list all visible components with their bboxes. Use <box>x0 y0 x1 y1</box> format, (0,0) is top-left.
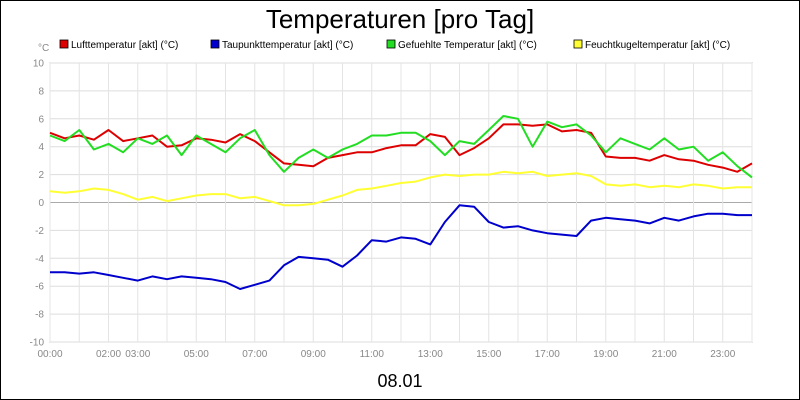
legend-label: Feuchtkugeltemperatur [akt] (°C) <box>585 40 730 51</box>
grid <box>49 62 753 343</box>
y-tick-label: -4 <box>35 254 44 265</box>
y-tick-label: 10 <box>33 59 45 70</box>
x-tick-label: 17:00 <box>535 349 560 360</box>
legend-label: Gefuehlte Temperatur [akt] (°C) <box>398 40 537 51</box>
series-group <box>49 115 753 290</box>
legend-swatch <box>573 39 583 49</box>
series-line-2 <box>50 204 752 290</box>
series-line-1 <box>49 123 753 173</box>
y-tick-label: 2 <box>38 170 44 181</box>
x-axis: 00:00 02:00 03:00 05:00 07:00 09:00 11:00 13:00… <box>37 349 735 360</box>
y-tick-label: 4 <box>38 142 44 153</box>
x-tick-label: 19:00 <box>593 349 618 360</box>
series-line-3 <box>49 115 753 179</box>
series-line-4 <box>49 170 752 207</box>
x-tick-label: 05:00 <box>184 349 209 360</box>
y-tick-label: 8 <box>38 86 44 97</box>
y-tick-label: -10 <box>30 338 45 349</box>
chart-title: Temperaturen [pro Tag] <box>266 4 534 34</box>
y-tick-label: 6 <box>38 114 44 125</box>
legend-swatch <box>210 39 220 49</box>
x-tick-label: 09:00 <box>301 349 326 360</box>
x-tick-label: 21:00 <box>652 349 677 360</box>
x-tick-label: 03:00 <box>125 349 150 360</box>
date-label: 08.01 <box>377 371 422 391</box>
y-tick-label: -8 <box>35 310 44 321</box>
y-tick-label: 0 <box>38 198 44 209</box>
y-axis: 10 8 6 4 2 0 -2 -4 -6 -8 -10 <box>30 59 45 349</box>
x-tick-label: 07:00 <box>242 349 267 360</box>
legend-swatch <box>59 39 69 49</box>
y-tick-label: -2 <box>35 226 44 237</box>
x-tick-label: 13:00 <box>418 349 443 360</box>
x-tick-label: 02:00 <box>96 349 121 360</box>
y-unit-label: °C <box>38 43 49 54</box>
y-tick-label: -6 <box>35 282 44 293</box>
x-tick-label: 00:00 <box>37 349 62 360</box>
x-tick-label: 15:00 <box>476 349 501 360</box>
legend-label: Taupunkttemperatur [akt] (°C) <box>222 40 353 51</box>
legend-swatch <box>386 39 396 49</box>
legend: Lufttemperatur [akt] (°C) Taupunkttempera… <box>59 39 730 51</box>
x-tick-label: 23:00 <box>710 349 735 360</box>
legend-label: Lufttemperatur [akt] (°C) <box>71 40 178 51</box>
x-tick-label: 11:00 <box>360 349 385 360</box>
